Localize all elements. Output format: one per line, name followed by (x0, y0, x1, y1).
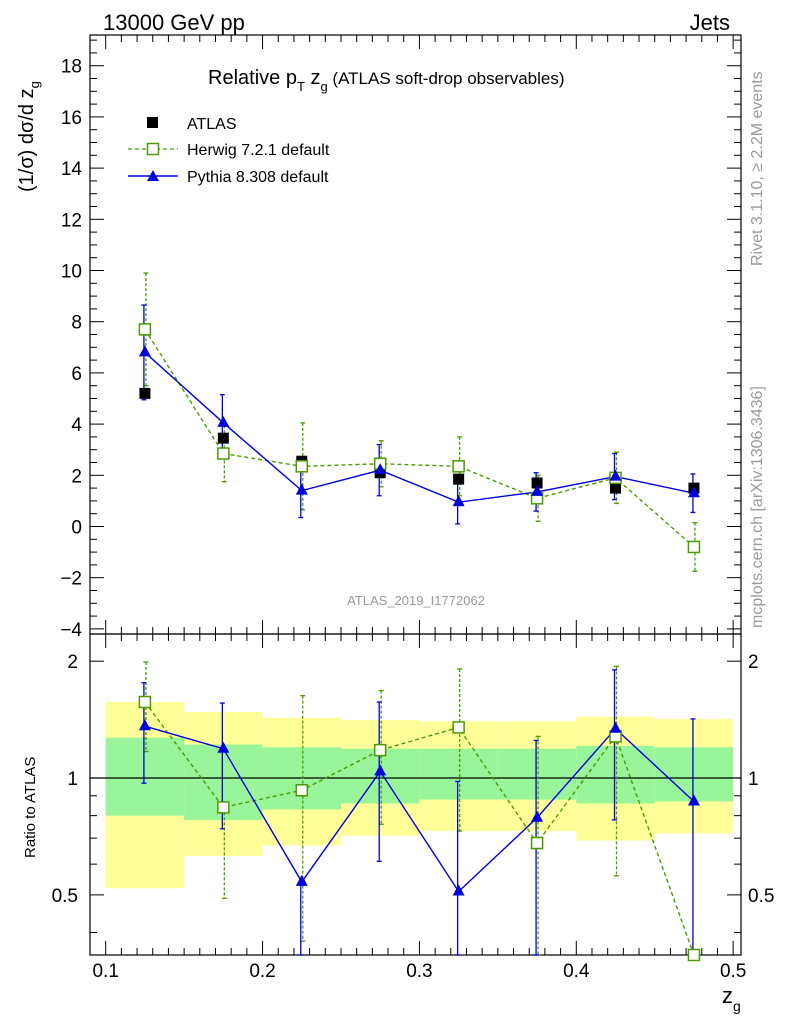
atlas-point (531, 477, 543, 489)
ratio-pythia-point (687, 794, 700, 806)
plot-area (138, 272, 701, 962)
ratio-y-tick-label: 0.5 (52, 886, 78, 907)
atlas-point (453, 473, 465, 485)
pythia-point (295, 483, 308, 495)
legend-atlas-label: ATLAS (187, 116, 237, 133)
y-tick-label: −4 (60, 620, 82, 641)
legend-atlas-marker (147, 117, 158, 128)
y-tick-label: 18 (61, 57, 82, 78)
rivet-version-label: Rivet 3.1.10, ≥ 2.2M events (749, 71, 766, 266)
legend-pythia-label: Pythia 8.308 default (187, 169, 329, 186)
uncertainty-bands (105, 701, 734, 889)
herwig-point (295, 460, 309, 473)
category-label: Jets (690, 10, 730, 35)
ratio-herwig-point (295, 784, 309, 797)
ratio-y-tick-label: 2 (67, 652, 78, 673)
atlas-point (610, 482, 622, 494)
ratio-y-tick-label-right: 1 (748, 769, 759, 790)
herwig-point (138, 323, 152, 336)
plot-title: Relative pT zg (ATLAS soft-drop observab… (208, 67, 565, 94)
ratio-herwig-point (452, 721, 465, 734)
y-tick-label: 10 (61, 262, 82, 283)
pythia-point (217, 415, 230, 427)
y-tick-label: 4 (71, 415, 82, 436)
y-tick-label: 6 (71, 364, 82, 385)
process-label: 13000 GeV pp (103, 10, 245, 35)
analysis-id-label: ATLAS_2019_I1772062 (347, 593, 485, 608)
y-axis-label: (1/σ) dσ/d zg (16, 81, 42, 192)
pythia-point (609, 469, 622, 481)
pythia-point (374, 463, 387, 475)
x-tick-label: 0.4 (563, 961, 590, 982)
y-tick-label: 14 (61, 159, 83, 180)
herwig-point (452, 460, 465, 473)
inner-band (654, 747, 734, 802)
atlas-point (139, 387, 151, 399)
y-tick-label: 8 (71, 313, 82, 334)
y-tick-label: 2 (71, 466, 82, 487)
legend-herwig-marker (146, 142, 160, 156)
legend: ATLAS Herwig 7.2.1 default Pythia 8.308 … (128, 116, 330, 186)
ratio-pythia-point (374, 764, 387, 776)
ratio-herwig-point (373, 743, 387, 757)
pythia-point (687, 486, 700, 498)
ratio-pythia-point (295, 874, 308, 886)
pythia-point (138, 345, 151, 357)
ratio-pythia-point (138, 719, 151, 731)
ratio-y-tick-label: 1 (67, 769, 78, 790)
inner-band (576, 745, 655, 804)
inner-band (419, 748, 498, 800)
inner-band (105, 737, 185, 816)
ratio-y-tick-label-right: 2 (748, 652, 759, 673)
legend-pythia-marker (147, 170, 159, 181)
ratio-y-axis-label: Ratio to ATLAS (22, 757, 39, 858)
ratio-herwig-point (530, 836, 544, 850)
mcplots-label: mcplots.cern.ch [arXiv:1306.3436] (749, 386, 766, 628)
pythia-point (452, 495, 465, 507)
pythia-line (144, 351, 695, 503)
ratio-herwig-point (217, 801, 230, 814)
herwig-point (687, 540, 701, 554)
y-tick-label: 16 (61, 108, 82, 129)
pythia-point (531, 484, 544, 496)
x-tick-label: 0.2 (249, 961, 275, 982)
ratio-herwig-point (687, 948, 701, 962)
ratio-pythia-line (144, 725, 695, 893)
ratio-herwig-point (138, 695, 152, 709)
ratio-herwig-line (144, 701, 695, 956)
inner-band (497, 748, 577, 800)
x-tick-label: 0.3 (406, 961, 432, 982)
ratio-frame (89, 633, 742, 956)
y-tick-label: 12 (61, 210, 82, 231)
x-tick-label: 0.5 (720, 961, 746, 982)
ratio-y-tick-label-right: 0.5 (748, 886, 774, 907)
ratio-pythia-point (531, 810, 544, 822)
ratio-pythia-point (452, 884, 465, 896)
x-tick-label: 0.1 (92, 961, 118, 982)
ratio-pythia-point (609, 721, 622, 733)
x-axis-label: zg (722, 983, 741, 1014)
herwig-line (144, 329, 695, 548)
y-tick-label: 0 (71, 517, 82, 538)
ratio-pythia-point (217, 741, 230, 753)
y-tick-label: −2 (60, 569, 82, 590)
legend-herwig-label: Herwig 7.2.1 default (187, 142, 330, 159)
inner-band (340, 748, 420, 804)
herwig-point (217, 447, 230, 460)
atlas-point (217, 432, 229, 444)
